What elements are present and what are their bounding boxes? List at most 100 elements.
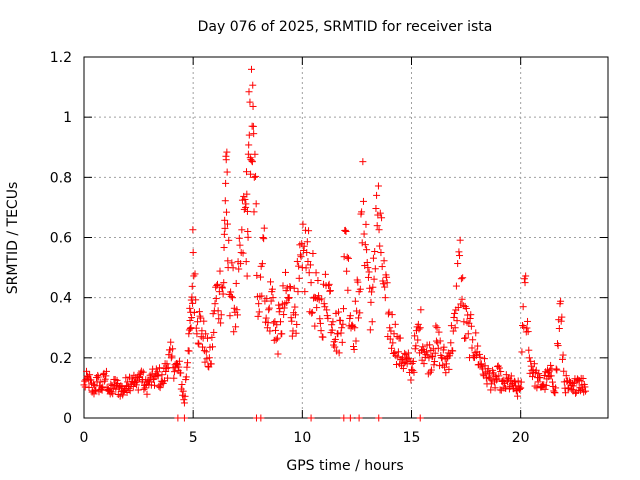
data-point xyxy=(450,313,458,321)
data-point xyxy=(507,372,515,380)
data-point xyxy=(412,342,420,350)
data-point xyxy=(411,345,419,353)
data-point xyxy=(381,294,389,302)
data-point xyxy=(358,208,366,216)
data-point xyxy=(186,325,194,333)
data-point xyxy=(514,392,522,400)
data-point xyxy=(152,365,160,373)
data-point xyxy=(367,298,375,306)
data-point xyxy=(312,269,320,277)
y-tick-label: 1 xyxy=(63,110,72,126)
data-point xyxy=(410,368,418,376)
data-point xyxy=(86,371,94,379)
data-point xyxy=(150,381,158,389)
data-point xyxy=(219,290,227,298)
data-point xyxy=(469,336,477,344)
data-point xyxy=(243,272,251,280)
data-point xyxy=(178,381,186,389)
data-point xyxy=(459,274,467,282)
data-point xyxy=(308,309,316,317)
data-point xyxy=(354,314,362,322)
data-point xyxy=(495,364,503,372)
data-point xyxy=(340,414,348,422)
data-point xyxy=(262,314,270,322)
data-point xyxy=(535,370,543,378)
data-point xyxy=(260,235,268,243)
data-point xyxy=(527,357,535,365)
data-point xyxy=(129,383,137,391)
data-point xyxy=(215,288,223,296)
data-point xyxy=(258,292,266,300)
data-point xyxy=(220,279,228,287)
data-point xyxy=(474,342,482,350)
data-point xyxy=(517,384,525,392)
data-point xyxy=(400,359,408,367)
data-point xyxy=(293,320,301,328)
data-point xyxy=(340,305,348,313)
data-point xyxy=(425,354,433,362)
data-point xyxy=(305,227,313,235)
data-point xyxy=(475,350,483,358)
data-point xyxy=(378,263,386,271)
data-point xyxy=(89,380,97,388)
data-point xyxy=(451,309,459,317)
data-point xyxy=(222,179,230,187)
data-point xyxy=(343,267,351,275)
data-point xyxy=(562,389,570,397)
data-point xyxy=(180,396,188,404)
data-point xyxy=(564,385,572,393)
data-point xyxy=(214,307,222,315)
data-point xyxy=(194,339,202,347)
data-point xyxy=(278,330,286,338)
data-point xyxy=(204,334,212,342)
data-point xyxy=(295,274,303,282)
data-point xyxy=(249,102,257,110)
data-point xyxy=(164,374,172,382)
data-point xyxy=(119,391,127,399)
data-point xyxy=(94,371,102,379)
y-tick-label: 0.2 xyxy=(50,351,72,367)
data-point xyxy=(393,360,401,368)
data-point xyxy=(558,355,566,363)
data-point xyxy=(242,258,250,266)
data-point xyxy=(331,335,339,343)
data-point xyxy=(211,300,219,308)
data-point xyxy=(303,249,311,257)
data-point xyxy=(169,345,177,353)
data-point xyxy=(220,244,228,252)
data-point xyxy=(195,340,203,348)
data-point xyxy=(226,312,234,320)
data-point xyxy=(436,362,444,370)
data-point xyxy=(466,314,474,322)
data-point xyxy=(368,318,376,326)
data-point xyxy=(467,311,475,319)
data-point xyxy=(491,384,499,392)
data-point xyxy=(249,81,257,89)
data-point xyxy=(275,308,283,316)
data-point xyxy=(163,360,171,368)
y-tick-label: 0.6 xyxy=(50,231,72,247)
x-axis-label: GPS time / hours xyxy=(286,458,403,474)
data-point xyxy=(376,209,384,217)
data-point xyxy=(209,343,217,351)
data-point xyxy=(181,392,189,400)
data-point xyxy=(364,273,372,281)
data-point xyxy=(191,270,199,278)
data-point xyxy=(224,257,232,265)
data-point xyxy=(524,317,532,325)
data-point xyxy=(430,361,438,369)
data-point xyxy=(167,354,175,362)
data-point xyxy=(391,349,399,357)
data-point xyxy=(368,288,376,296)
data-point xyxy=(311,322,319,330)
data-points xyxy=(80,65,590,422)
data-point xyxy=(185,347,193,355)
data-point xyxy=(143,390,151,398)
data-point xyxy=(480,355,488,363)
data-point xyxy=(420,360,428,368)
data-point xyxy=(244,227,252,235)
data-point xyxy=(533,384,541,392)
data-point xyxy=(324,314,332,322)
data-point xyxy=(186,316,194,324)
